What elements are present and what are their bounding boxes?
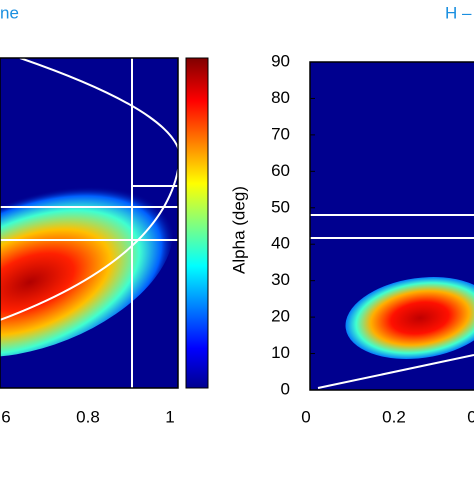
left-frame: [0, 57, 179, 389]
x-tick-label: 1: [165, 407, 174, 426]
x-tick-label: 0.2: [382, 407, 406, 426]
colorbar: [185, 57, 209, 389]
y-tick-label: 90: [271, 51, 290, 70]
y-axis-label: Alpha (deg): [229, 186, 248, 274]
y-tick-label: 50: [271, 197, 290, 216]
left-heatmap: [0, 58, 178, 388]
y-tick-label: 40: [271, 234, 290, 253]
x-tick-label: 0: [467, 407, 474, 426]
right-frame: [309, 61, 474, 391]
x-tick-label: 0: [301, 407, 310, 426]
y-tick-label: 80: [271, 88, 290, 107]
right-heatmap: [310, 62, 474, 390]
y-tick-label: 60: [271, 161, 290, 180]
y-tick-label: 20: [271, 307, 290, 326]
y-tick-label: 70: [271, 124, 290, 143]
y-tick-label: 10: [271, 343, 290, 362]
y-tick-label: 30: [271, 270, 290, 289]
y-tick-label: 0: [281, 379, 290, 398]
right-title: H –: [445, 3, 472, 22]
x-tick-label: 6: [1, 407, 10, 426]
left-title: ne: [0, 3, 19, 22]
x-tick-label: 0.8: [76, 407, 100, 426]
